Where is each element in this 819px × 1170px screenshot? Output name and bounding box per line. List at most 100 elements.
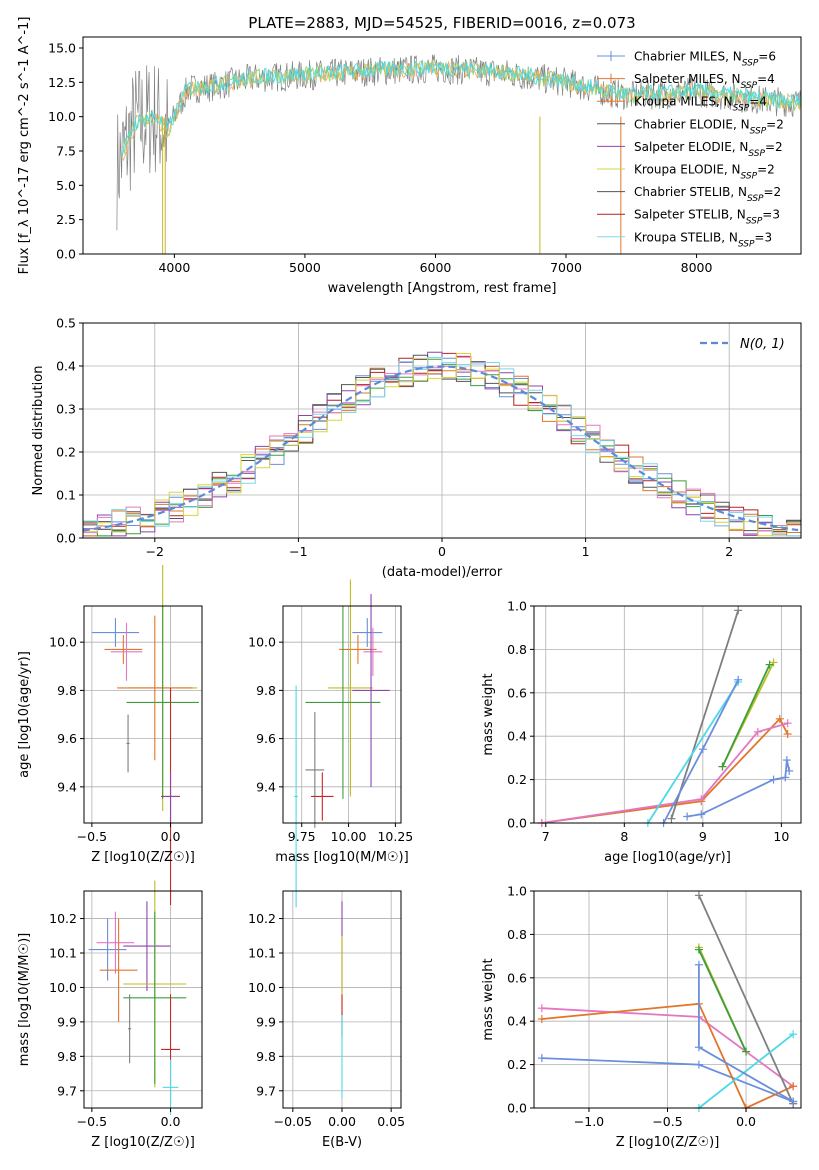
y-tick-label: 9.8 xyxy=(57,1049,77,1064)
x-tick-label: 1 xyxy=(582,544,590,559)
x-tick-label: −0.5 xyxy=(77,1114,107,1129)
x-tick-label: −0.5 xyxy=(77,829,107,844)
y-tick-label: 0.0 xyxy=(56,247,76,262)
x-tick-label: 10.25 xyxy=(377,829,413,844)
mass-weight-series xyxy=(698,894,794,1105)
legend-entry: Salpeter STELIB, NSSP=3 xyxy=(634,208,780,227)
y-tick-label: 10.0 xyxy=(49,635,77,650)
y-tick-label: 0.6 xyxy=(507,970,527,985)
x-tick-label: 9 xyxy=(699,829,707,844)
x-tick-label: 10.00 xyxy=(331,829,367,844)
legend-entry: Salpeter MILES, NSSP=4 xyxy=(634,72,775,91)
y-tick-label: 9.6 xyxy=(57,731,77,746)
y-tick-label: 9.8 xyxy=(256,683,276,698)
y-tick-label: 10.0 xyxy=(48,109,76,124)
y-tick-label: 9.8 xyxy=(256,1049,276,1064)
y-tick-label: 10.1 xyxy=(49,946,77,961)
y-tick-label: 0.0 xyxy=(507,816,527,831)
x-tick-label: 8000 xyxy=(681,260,713,275)
axes-frame xyxy=(533,605,802,824)
y-tick-label: 1.0 xyxy=(507,884,527,899)
x-tick-label: 7000 xyxy=(550,260,582,275)
y-tick-label: 10.2 xyxy=(248,911,276,926)
x-axis-label: Z [log10(Z/Z☉)] xyxy=(91,850,195,865)
y-tick-label: 0.2 xyxy=(507,772,527,787)
x-tick-label: 0.0 xyxy=(161,829,181,844)
x-tick-label: 0.0 xyxy=(736,1114,756,1129)
y-axis-label: mass weight xyxy=(481,958,496,1040)
y-tick-label: 2.5 xyxy=(56,212,76,227)
y-tick-label: 9.9 xyxy=(256,1014,276,1029)
y-tick-label: 1.0 xyxy=(507,599,527,614)
x-tick-label: 6000 xyxy=(420,260,452,275)
y-axis-label: age [log10(age/yr)] xyxy=(17,651,32,778)
y-tick-label: 9.9 xyxy=(57,1014,77,1029)
y-tick-label: 0.1 xyxy=(56,488,76,503)
legend-entry: Kroupa ELODIE, NSSP=2 xyxy=(634,163,775,182)
y-tick-label: 7.5 xyxy=(56,143,76,158)
y-tick-label: 9.6 xyxy=(256,731,276,746)
y-tick-label: 9.8 xyxy=(57,683,77,698)
x-tick-label: −1.0 xyxy=(574,1114,604,1129)
y-axis-label: mass weight xyxy=(481,673,496,755)
x-tick-label: 8 xyxy=(620,829,628,844)
y-tick-label: 15.0 xyxy=(48,40,76,55)
y-tick-label: 9.7 xyxy=(57,1083,77,1098)
y-tick-label: 0.8 xyxy=(507,927,527,942)
y-tick-label: 5.0 xyxy=(56,178,76,193)
y-axis-label: mass [log10(M/M☉)] xyxy=(17,933,32,1066)
x-axis-label: (data-model)/error xyxy=(382,565,503,580)
x-axis-label: E(B-V) xyxy=(322,1135,362,1150)
y-tick-label: 9.4 xyxy=(57,779,77,794)
mass-weight-series xyxy=(698,949,747,1052)
mass-weight-series xyxy=(721,664,771,767)
axes-frame xyxy=(83,605,203,824)
x-tick-label: 9.75 xyxy=(288,829,316,844)
y-tick-label: 9.4 xyxy=(256,779,276,794)
y-tick-label: 0.3 xyxy=(56,402,76,417)
y-tick-label: 0.2 xyxy=(507,1057,527,1072)
legend-entry: Chabrier ELODIE, NSSP=2 xyxy=(634,117,784,136)
mass-weight-series xyxy=(698,1033,794,1109)
y-tick-label: 10.0 xyxy=(248,980,276,995)
x-tick-label: 7 xyxy=(542,829,550,844)
x-tick-label: −1 xyxy=(289,544,307,559)
x-tick-label: 2 xyxy=(725,544,733,559)
y-tick-label: 0.5 xyxy=(56,316,76,331)
y-tick-label: 0.0 xyxy=(507,1101,527,1116)
y-tick-label: 0.4 xyxy=(507,1014,527,1029)
mass-weight-series xyxy=(541,717,789,824)
x-tick-label: 4000 xyxy=(158,260,190,275)
x-tick-label: 10 xyxy=(773,829,789,844)
y-tick-label: 9.7 xyxy=(256,1083,276,1098)
y-tick-label: 10.0 xyxy=(49,980,77,995)
histogram-series xyxy=(83,353,801,537)
axes-frame xyxy=(82,36,802,255)
mass-weight-series xyxy=(670,610,740,819)
legend-entry: Kroupa STELIB, NSSP=3 xyxy=(634,230,772,249)
y-tick-label: 0.8 xyxy=(507,642,527,657)
mass-weight-series xyxy=(541,1002,794,1110)
x-axis-label: Z [log10(Z/Z☉)] xyxy=(616,1135,720,1150)
x-tick-label: 0 xyxy=(438,544,446,559)
legend-entry: Chabrier MILES, NSSP=6 xyxy=(634,50,776,69)
legend-entry: Salpeter ELODIE, NSSP=2 xyxy=(634,140,783,159)
mass-weight-series xyxy=(541,722,788,824)
legend-entry: N(0, 1) xyxy=(740,337,785,352)
x-tick-label: 5000 xyxy=(289,260,321,275)
spectrum-model xyxy=(121,59,802,158)
y-tick-label: 12.5 xyxy=(48,75,76,90)
x-tick-label: −2 xyxy=(146,544,164,559)
mass-weight-series xyxy=(647,681,739,824)
y-axis-label: Normed distribution xyxy=(31,366,46,496)
y-tick-label: 0.6 xyxy=(507,685,527,700)
x-tick-label: −0.05 xyxy=(274,1114,312,1129)
y-tick-label: 10.1 xyxy=(248,946,276,961)
gaussian-reference xyxy=(82,365,799,532)
y-tick-label: 0.4 xyxy=(56,359,76,374)
chart-title: PLATE=2883, MJD=54525, FIBERID=0016, z=0… xyxy=(248,14,635,32)
axes-frame xyxy=(282,605,402,824)
y-tick-label: 0.2 xyxy=(56,445,76,460)
x-axis-label: mass [log10(M/M☉)] xyxy=(275,850,408,865)
